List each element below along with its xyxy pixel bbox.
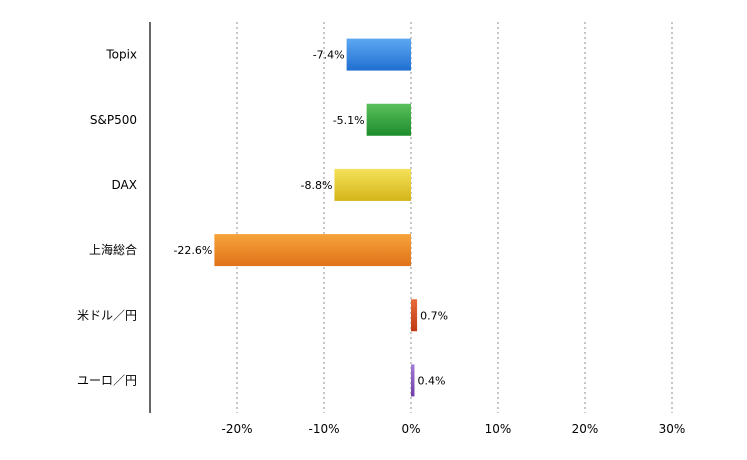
gridlines [236, 22, 673, 413]
labels: -20% -10% 0% 10% 20% 30% Topix -7.4% S&P500 -5.1%… [77, 48, 685, 436]
x-tick-label: -10% [308, 422, 339, 436]
category-label: ユーロ／円 [77, 373, 137, 387]
bars [214, 38, 418, 397]
x-tick-label: 30% [659, 422, 686, 436]
category-label: Topix [105, 48, 137, 62]
x-tick-label: 0% [401, 422, 420, 436]
bar [214, 234, 411, 267]
x-tick-label: 10% [485, 422, 512, 436]
data-label: 0.7% [420, 309, 448, 322]
data-label: -8.8% [301, 179, 333, 192]
bar [411, 299, 418, 332]
bar [334, 168, 411, 201]
bar [411, 364, 415, 397]
data-label: 0.4% [417, 374, 445, 387]
data-label: -7.4% [313, 49, 345, 62]
data-label: -5.1% [333, 114, 365, 127]
bar [366, 103, 411, 136]
category-label: S&P500 [90, 113, 137, 127]
x-tick-label: -20% [221, 422, 252, 436]
x-tick-label: 20% [572, 422, 599, 436]
bar [346, 38, 411, 71]
category-label: 米ドル／円 [77, 308, 137, 322]
category-label: 上海総合 [89, 242, 137, 257]
data-label: -22.6% [173, 244, 212, 257]
category-label: DAX [112, 178, 137, 192]
